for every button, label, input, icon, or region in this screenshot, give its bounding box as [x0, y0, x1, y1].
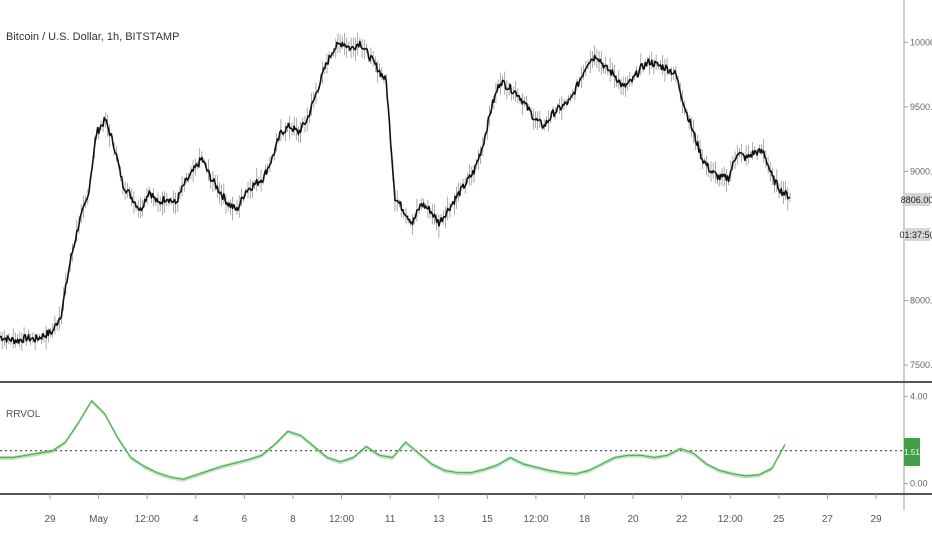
- last-price-label: 8806.00: [901, 195, 932, 205]
- time-tick-label: 20: [627, 514, 639, 525]
- indicator-tick-label: 4.00: [910, 391, 928, 401]
- time-tick-label: 29: [870, 514, 882, 525]
- chart-title: Bitcoin / U.S. Dollar, 1h, BITSTAMP: [6, 31, 179, 43]
- time-tick-label: 11: [385, 514, 396, 525]
- indicator-value-marker: 1.51: [904, 438, 920, 466]
- price-tick-label: 8000.00: [910, 296, 932, 306]
- last-price-marker: 8806.00: [901, 193, 932, 206]
- indicator-axis: 4.00 0.00: [904, 391, 928, 489]
- price-tick-label: 7500.00: [910, 360, 932, 370]
- time-tick-label: 12:00: [135, 514, 160, 525]
- time-tick-label: 12:00: [523, 514, 548, 525]
- time-tick-label: May: [89, 514, 108, 525]
- time-tick-label: 27: [822, 514, 834, 525]
- time-tick-label: 12:00: [718, 514, 743, 525]
- indicator-tick-label: 0.00: [910, 479, 928, 489]
- indicator-value-label: 1.51: [904, 448, 920, 457]
- price-tick-label: 9500.00: [910, 102, 932, 112]
- indicator-name: RRVOL: [6, 409, 41, 420]
- countdown-marker: 01:37:50: [899, 228, 932, 241]
- price-line: [0, 40, 791, 345]
- indicator-line: [0, 399, 786, 480]
- time-tick-label: 22: [676, 514, 688, 525]
- price-series: [0, 32, 791, 351]
- price-tick-label: 9000.00: [910, 166, 932, 176]
- indicator-band: [0, 399, 785, 482]
- time-tick-label: 15: [482, 514, 494, 525]
- time-tick-label: 25: [773, 514, 785, 525]
- time-tick-label: 13: [433, 514, 445, 525]
- time-tick-label: 8: [290, 514, 296, 525]
- time-tick-label: 4: [193, 514, 199, 525]
- time-tick-label: 29: [44, 514, 56, 525]
- time-tick-label: 6: [242, 514, 248, 525]
- price-tick-label: 10000.00: [910, 37, 932, 47]
- countdown-label: 01:37:50: [899, 230, 932, 240]
- time-axis: 29 May 12:00 4 6 8 12:00 11 13 15 12:00 18 20 22 12:00…: [44, 494, 882, 525]
- time-tick-label: 12:00: [329, 514, 354, 525]
- time-tick-label: 18: [579, 514, 591, 525]
